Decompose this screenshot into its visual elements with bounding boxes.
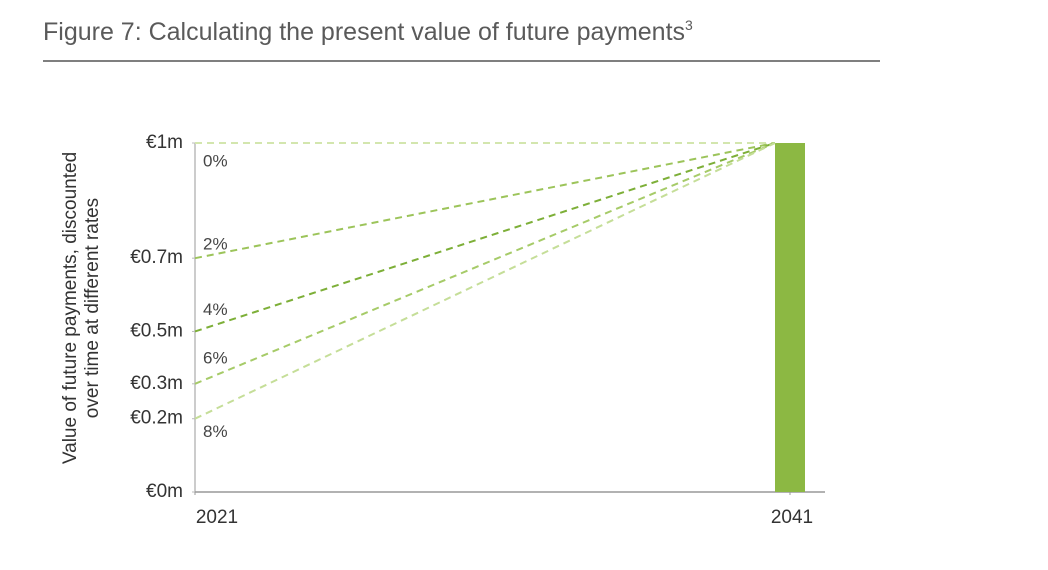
y-tick-label: €0m bbox=[146, 481, 183, 502]
series-label: 2% bbox=[203, 235, 228, 254]
y-tick-label: €0.3m bbox=[130, 373, 183, 394]
y-tick-label: €0.2m bbox=[130, 408, 183, 429]
y-tick-label: €1m bbox=[146, 132, 183, 153]
x-tick-label: 2041 bbox=[771, 507, 813, 528]
y-tick-label: €0.5m bbox=[130, 320, 183, 341]
series-line bbox=[194, 142, 776, 420]
y-axis-label: Value of future payments, discounted bbox=[60, 152, 81, 464]
y-axis-label: over time at different rates bbox=[82, 198, 103, 418]
series-label: 0% bbox=[203, 151, 228, 170]
title-text: Figure 7: Calculating the present value … bbox=[43, 18, 685, 46]
series-label: 6% bbox=[203, 348, 228, 367]
chart-title: Figure 7: Calculating the present value … bbox=[43, 17, 693, 46]
y-tick-label: €0.7m bbox=[130, 247, 183, 268]
series-line bbox=[194, 142, 776, 385]
bar bbox=[775, 143, 805, 492]
x-tick-label: 2021 bbox=[196, 507, 238, 528]
series-line bbox=[194, 142, 776, 333]
series-label: 8% bbox=[203, 422, 228, 441]
series-line bbox=[194, 142, 776, 260]
series-label: 4% bbox=[203, 300, 228, 319]
title-note: 3 bbox=[685, 17, 693, 33]
